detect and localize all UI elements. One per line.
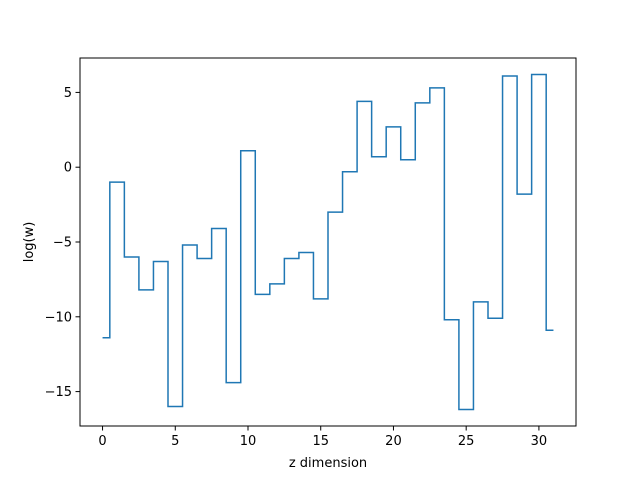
y-tick-label: 5 bbox=[64, 86, 72, 101]
x-tick-label: 25 bbox=[458, 434, 475, 449]
y-tick-label: −10 bbox=[45, 310, 72, 325]
x-tick-label: 20 bbox=[385, 434, 402, 449]
y-tick-label: −5 bbox=[53, 236, 72, 251]
x-axis-ticks: 0 5 10 15 20 25 30 bbox=[98, 426, 547, 449]
x-tick-label: 5 bbox=[171, 434, 179, 449]
y-axis-ticks: −15 −10 −5 0 5 bbox=[45, 86, 80, 400]
x-axis-label: z dimension bbox=[289, 456, 367, 471]
series-line-0 bbox=[102, 73, 554, 411]
plot-area bbox=[102, 73, 554, 411]
x-tick-label: 15 bbox=[312, 434, 329, 449]
x-tick-label: 10 bbox=[240, 434, 257, 449]
x-tick-label: 30 bbox=[531, 434, 548, 449]
y-tick-label: 0 bbox=[64, 161, 72, 176]
axes-frame bbox=[79, 57, 577, 427]
x-tick-label: 0 bbox=[98, 434, 106, 449]
y-tick-label: −15 bbox=[45, 385, 72, 400]
y-axis-label: log(w) bbox=[22, 222, 37, 263]
